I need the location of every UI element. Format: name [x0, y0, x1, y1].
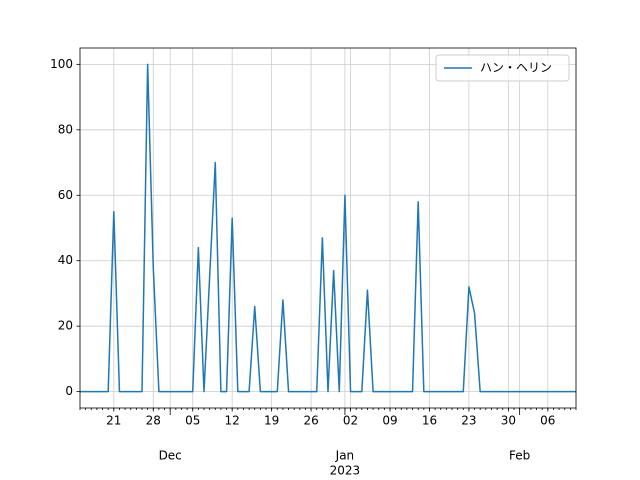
y-tick-label: 0	[65, 384, 73, 398]
x-tick-label: 09	[382, 414, 397, 428]
x-tick-label: 05	[185, 414, 200, 428]
x-tick-label: 19	[264, 414, 279, 428]
y-tick-label: 60	[58, 188, 73, 202]
x-tick-label: 12	[225, 414, 240, 428]
y-tick-label: 20	[58, 319, 73, 333]
x-month-label: Dec	[159, 449, 182, 463]
legend-label: ハン・ヘリン	[480, 61, 552, 75]
legend: ハン・ヘリン	[435, 54, 570, 82]
x-tick-label: 23	[461, 414, 476, 428]
x-tick-label: 28	[146, 414, 161, 428]
legend-box	[435, 54, 570, 82]
x-tick-label: 06	[540, 414, 555, 428]
y-tick-label: 80	[58, 122, 73, 136]
x-tick-label: 30	[501, 414, 516, 428]
y-tick-label: 100	[50, 57, 73, 71]
x-month-label: Jan	[335, 449, 355, 463]
axes-frame	[79, 47, 577, 409]
x-tick-label: 02	[343, 414, 358, 428]
data-line	[80, 63, 576, 393]
y-tick-label: 40	[58, 253, 73, 267]
x-year-label: 2023	[330, 464, 361, 478]
x-tick-label: 16	[422, 414, 437, 428]
x-tick-label: 26	[303, 414, 318, 428]
x-month-label: Feb	[509, 449, 530, 463]
x-tick-label: 21	[106, 414, 121, 428]
